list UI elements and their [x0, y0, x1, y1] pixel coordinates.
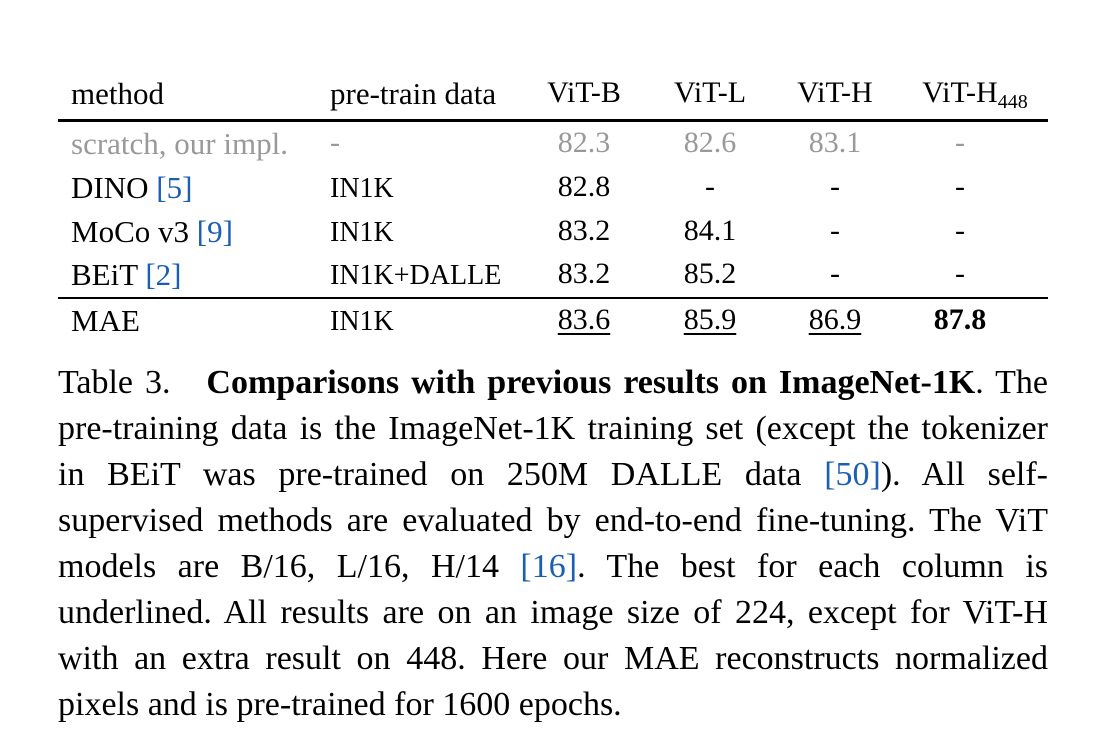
cell-vit-b: 82.8 [557, 170, 611, 203]
table-row: BEiT [2] IN1K+DALLE 83.2 85.2 - - [58, 259, 1048, 303]
citation-link[interactable]: [2] [145, 257, 182, 292]
cell-pretrain-data: IN1K [330, 173, 394, 204]
header-vit-h448-base: ViT-H [922, 76, 998, 109]
header-pretrain-data: pre-train data [330, 76, 497, 111]
cell-vit-l: 84.1 [683, 214, 737, 247]
cell-vit-b: 83.2 [557, 214, 611, 247]
method-name: MoCo v3 [71, 214, 197, 249]
table-row: scratch, our impl. - 82.3 82.6 83.1 - [58, 128, 1048, 172]
table-row: DINO [5] IN1K 82.8 - - - [58, 172, 1048, 216]
cell-vit-h: - [830, 214, 840, 247]
citation-link[interactable]: [16] [520, 548, 578, 585]
cell-vit-h448: - [955, 214, 965, 247]
method-name: DINO [71, 170, 157, 205]
cell-vit-b: 83.2 [557, 257, 611, 290]
method-name: BEiT [71, 257, 146, 292]
caption-text-1: . The pre-training data is the ImageNet-… [58, 364, 1048, 493]
cell-vit-b: 82.3 [557, 126, 611, 159]
cell-method: MoCo v3 [9] [71, 216, 233, 247]
table-mid-rule [58, 297, 1048, 299]
cell-vit-l: 85.2 [683, 257, 737, 290]
cell-vit-l: 82.6 [683, 126, 737, 159]
cell-vit-l-best: 85.9 [683, 303, 737, 336]
table-row: MAE IN1K 83.6 85.9 86.9 87.8 [58, 305, 1048, 349]
header-vit-h448-subscript: 448 [997, 91, 1028, 113]
cell-vit-h448-best: 87.8 [933, 303, 987, 336]
cell-method: BEiT [2] [71, 259, 182, 290]
caption-text-3: . The best for each column is underlined… [58, 548, 1048, 723]
cell-vit-h: - [830, 257, 840, 290]
header-vit-l: ViT-L [673, 76, 747, 109]
caption-title: Comparisons with previous results on Ima… [206, 364, 976, 401]
table-row: MoCo v3 [9] IN1K 83.2 84.1 - - [58, 216, 1048, 260]
header-vit-b: ViT-B [547, 76, 621, 109]
header-vit-h: ViT-H [797, 76, 873, 109]
table-caption: Table 3. Comparisons with previous resul… [58, 360, 1048, 728]
cell-pretrain-data: IN1K [330, 217, 394, 248]
caption-text-2: ). All self-supervised methods are evalu… [58, 456, 1048, 585]
cell-method: DINO [5] [71, 172, 192, 203]
caption-label: Table 3. [58, 364, 171, 401]
cell-vit-h: - [830, 170, 840, 203]
citation-link[interactable]: [9] [196, 214, 233, 249]
cell-vit-h-best: 86.9 [808, 303, 862, 336]
cell-pretrain-data: IN1K [330, 306, 394, 337]
cell-vit-h448: - [955, 126, 965, 159]
cell-vit-l: - [705, 170, 715, 203]
cell-vit-h: 83.1 [808, 126, 862, 159]
cell-vit-b-best: 83.6 [557, 303, 611, 336]
header-method: method [71, 76, 164, 111]
table-top-rule [58, 119, 1048, 122]
cell-pretrain-data: IN1K+DALLE [330, 260, 502, 291]
header-vit-h448: ViT-H448 [905, 76, 1045, 113]
cell-method: scratch, our impl. [71, 126, 288, 161]
cell-vit-h448: - [955, 257, 965, 290]
cell-vit-h448: - [955, 170, 965, 203]
citation-link[interactable]: [50] [824, 456, 881, 493]
cell-pretrain-data: - [330, 126, 340, 159]
cell-method: MAE [71, 303, 140, 338]
citation-link[interactable]: [5] [156, 170, 193, 205]
results-table: method pre-train data ViT-B ViT-L ViT-H … [58, 0, 1048, 345]
